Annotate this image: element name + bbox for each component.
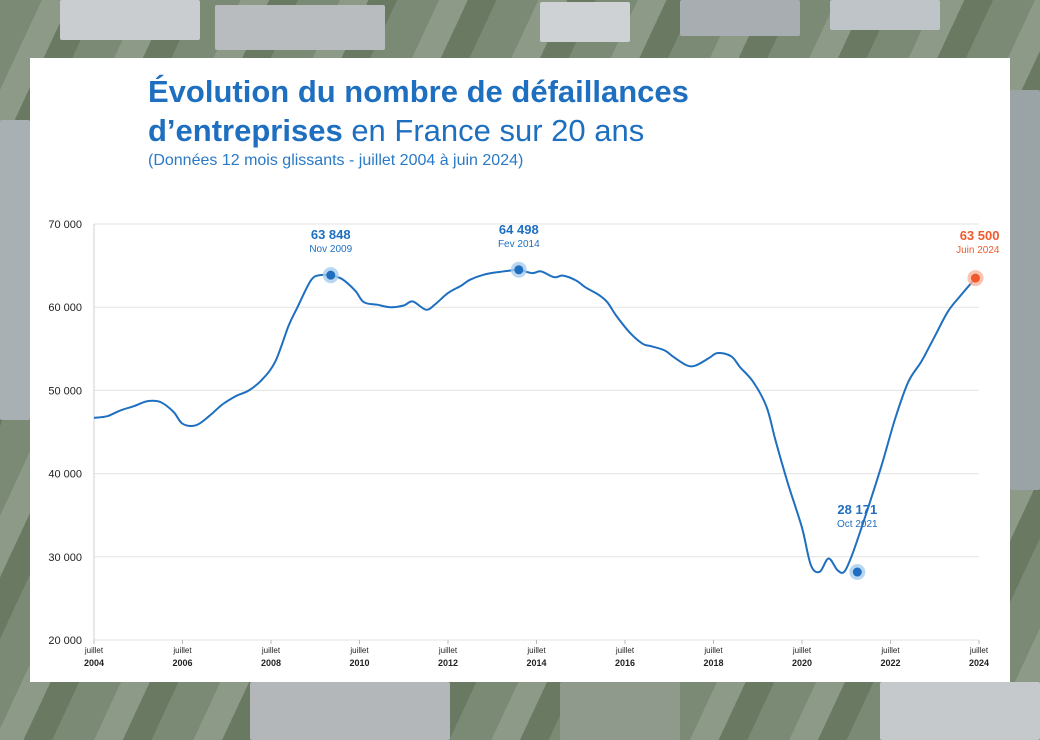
annotation-value: 64 498 bbox=[499, 222, 539, 237]
x-tick-label-year: 2006 bbox=[172, 658, 192, 668]
line-chart: 20 000 30 000 40 000 50 000 60 000 70 000 juil… bbox=[48, 219, 1000, 668]
x-tick-label-month: juillet bbox=[349, 646, 369, 655]
chart-card: Évolution du nombre de défaillances d’en… bbox=[30, 58, 1010, 682]
title-line-2-bold: d’entreprises bbox=[148, 113, 343, 148]
series-line bbox=[93, 268, 977, 574]
annotation-value: 63 848 bbox=[311, 227, 351, 242]
y-tick-label: 70 000 bbox=[48, 219, 82, 231]
x-tick-label-year: 2022 bbox=[880, 658, 900, 668]
annotation-date: Juin 2024 bbox=[956, 245, 1000, 256]
x-tick-label-month: juillet bbox=[84, 646, 104, 655]
annotation-date: Fev 2014 bbox=[498, 239, 540, 250]
x-tick-label-month: juillet bbox=[526, 646, 546, 655]
annotation-value: 28 171 bbox=[837, 502, 877, 517]
x-tick-label-year: 2016 bbox=[615, 658, 635, 668]
x-tick-label-year: 2020 bbox=[792, 658, 812, 668]
x-tick-label-month: juillet bbox=[438, 646, 458, 655]
chart-subtitle: (Données 12 mois glissants - juillet 200… bbox=[148, 152, 524, 169]
annotation-date: Oct 2021 bbox=[837, 519, 878, 530]
y-tick-label: 30 000 bbox=[48, 552, 82, 564]
y-tick-label: 40 000 bbox=[48, 469, 82, 481]
chart-title: Évolution du nombre de défaillances d’en… bbox=[148, 72, 689, 150]
x-tick-label-month: juillet bbox=[703, 646, 723, 655]
x-tick-label-year: 2008 bbox=[261, 658, 281, 668]
marker-point bbox=[852, 567, 862, 577]
x-tick-label-month: juillet bbox=[880, 646, 900, 655]
marker-point bbox=[326, 270, 336, 280]
y-tick-label: 20 000 bbox=[48, 635, 82, 647]
x-tick-label-year: 2024 bbox=[969, 658, 989, 668]
x-tick-label-year: 2010 bbox=[349, 658, 369, 668]
x-tick-label-year: 2004 bbox=[84, 658, 104, 668]
x-tick-label-year: 2018 bbox=[703, 658, 723, 668]
x-tick-label-year: 2014 bbox=[526, 658, 546, 668]
marker-point bbox=[514, 265, 524, 275]
marker-point bbox=[970, 273, 980, 283]
x-tick-label-month: juillet bbox=[172, 646, 192, 655]
title-line-2-light: en France sur 20 ans bbox=[342, 113, 645, 148]
x-tick-label-year: 2012 bbox=[438, 658, 458, 668]
x-tick-label-month: juillet bbox=[792, 646, 812, 655]
x-tick-label-month: juillet bbox=[261, 646, 281, 655]
x-tick-label-month: juillet bbox=[615, 646, 635, 655]
title-line-1: Évolution du nombre de défaillances bbox=[148, 74, 689, 109]
annotation-date: Nov 2009 bbox=[309, 244, 352, 255]
annotation-value: 63 500 bbox=[960, 228, 1000, 243]
y-tick-label: 60 000 bbox=[48, 302, 82, 314]
x-tick-label-month: juillet bbox=[969, 646, 989, 655]
y-tick-label: 50 000 bbox=[48, 385, 82, 397]
